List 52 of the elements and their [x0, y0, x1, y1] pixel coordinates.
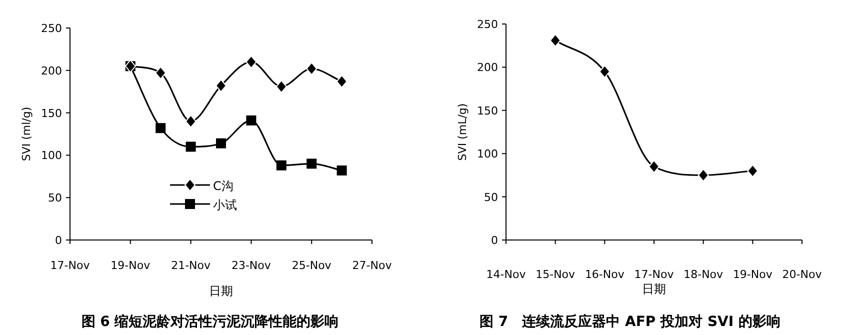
point — [276, 160, 286, 170]
text: 图 7 连续流反应器中 AFP 投加对 SVI 的影响 — [480, 313, 780, 330]
y-axis-title: SVI (ml/g) — [20, 106, 33, 162]
point — [216, 138, 226, 148]
y-tick-label: 150 — [477, 104, 498, 118]
point — [155, 66, 166, 80]
x-tick-label: 25-Nov — [292, 259, 332, 272]
point — [336, 74, 348, 88]
x-axis-title: 日期 — [209, 284, 233, 298]
y-tick-label: 200 — [41, 64, 62, 78]
legend-label: C沟 — [213, 179, 234, 193]
x-tick-label: 21-Nov — [171, 259, 212, 272]
point — [306, 62, 318, 76]
y-tick-label: 50 — [484, 190, 498, 204]
point — [747, 164, 758, 178]
point — [648, 160, 660, 174]
x-axis-title: 日期 — [642, 282, 666, 296]
x-tick-label: 15-Nov — [536, 268, 576, 281]
y-tick-label: 100 — [41, 149, 62, 162]
y-tick-label: 250 — [41, 22, 62, 35]
y-tick-label: 0 — [491, 234, 498, 247]
x-tick-label: 17-Nov — [50, 259, 90, 272]
y-tick-label: 0 — [55, 234, 62, 247]
x-tick-label: 19-Nov — [732, 268, 773, 281]
y-axis-title: SVI (mL/g) — [456, 103, 469, 161]
x-tick-label: 14-Nov — [486, 268, 526, 281]
point — [336, 165, 347, 176]
x-tick-label: 16-Nov — [584, 268, 625, 281]
point — [216, 79, 226, 92]
point — [156, 123, 166, 134]
y-tick-label: 100 — [477, 148, 498, 161]
text: 图 6 缩短泥龄对活性污泥沉降性能的影响 — [81, 313, 339, 330]
point — [185, 114, 196, 128]
x-tick-label: 27-Nov — [352, 259, 392, 272]
y-tick-label: 200 — [477, 61, 498, 74]
point — [599, 65, 610, 78]
x-tick-label: 19-Nov — [110, 259, 151, 272]
x-tick-label: 20-Nov — [782, 268, 822, 281]
y-tick-label: 150 — [41, 106, 62, 120]
y-tick-label: 50 — [48, 192, 62, 205]
point — [276, 80, 287, 94]
point — [246, 55, 257, 68]
x-tick-label: 17-Nov — [634, 268, 674, 281]
y-tick-label: 250 — [477, 18, 498, 31]
legend-label: 小试 — [213, 198, 237, 212]
point — [186, 142, 196, 152]
x-tick-label: 23-Nov — [231, 259, 272, 272]
point — [306, 158, 317, 169]
x-tick-label: 18-Nov — [684, 268, 724, 281]
point — [698, 168, 709, 182]
point — [246, 115, 256, 126]
point — [550, 34, 561, 47]
